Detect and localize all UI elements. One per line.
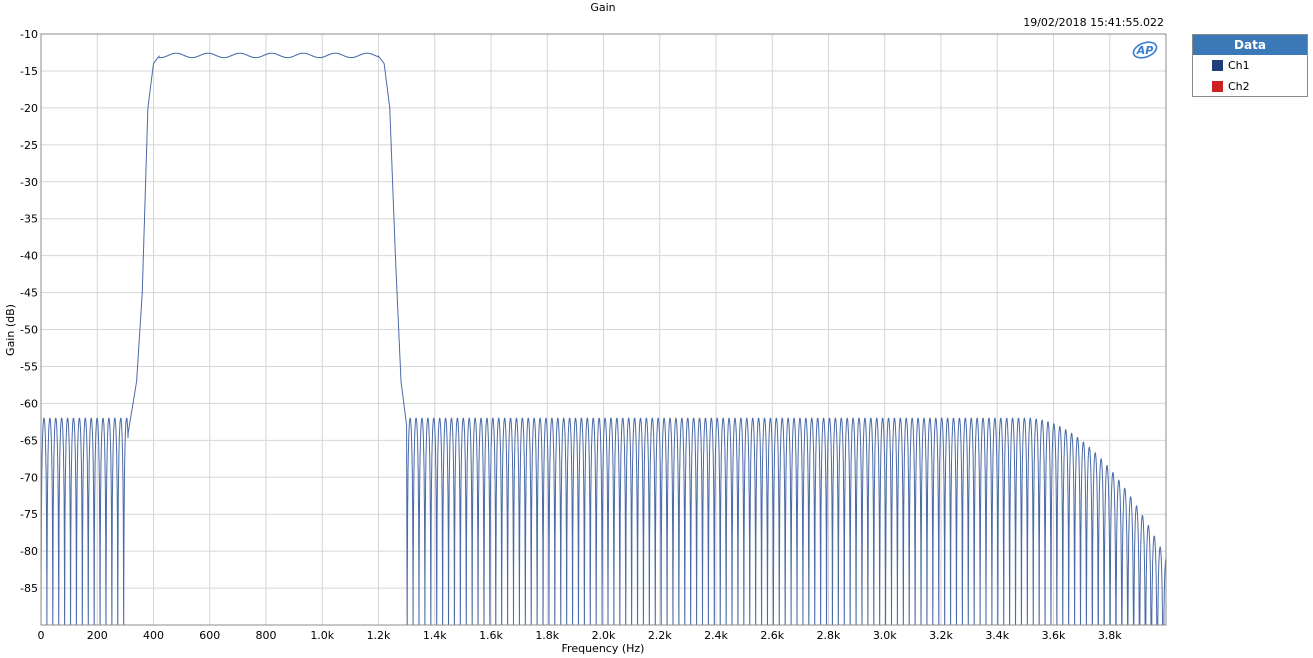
y-tick-label: -60: [20, 397, 38, 410]
y-tick-label: -35: [20, 213, 38, 226]
x-tick-label: 800: [256, 629, 277, 642]
x-tick-label: 0: [38, 629, 45, 642]
x-tick-label: 600: [199, 629, 220, 642]
x-tick-label: 400: [143, 629, 164, 642]
x-tick-label: 3.6k: [1042, 629, 1066, 642]
x-tick-label: 3.2k: [929, 629, 953, 642]
series-line-ch1: [41, 52, 1166, 625]
y-tick-label: -20: [20, 102, 38, 115]
legend-panel: Data Ch1 Ch2: [1192, 34, 1308, 97]
x-tick-label: 1.4k: [423, 629, 447, 642]
x-tick-label: 2.4k: [704, 629, 728, 642]
legend-label-ch1: Ch1: [1228, 59, 1250, 72]
y-tick-label: -45: [20, 287, 38, 300]
y-tick-label: -70: [20, 471, 38, 484]
y-axis-label: Gain (dB): [4, 304, 17, 356]
x-tick-label: 1.6k: [479, 629, 503, 642]
y-tick-labels: -10 -15 -20 -25 -30 -35 -40 -45 -50 -55 -60 -65 -70 -…: [20, 28, 38, 595]
y-tick-label: -50: [20, 324, 38, 337]
y-tick-label: -80: [20, 545, 38, 558]
logo-text: AP: [1136, 44, 1154, 57]
x-tick-label: 200: [87, 629, 108, 642]
x-tick-label: 1.8k: [535, 629, 559, 642]
x-tick-label: 1.2k: [367, 629, 391, 642]
timestamp: 19/02/2018 15:41:55.022: [1023, 16, 1164, 29]
legend-title: Data: [1193, 35, 1307, 55]
y-tick-label: -25: [20, 139, 38, 152]
audio-precision-logo-icon: AP: [1132, 41, 1158, 59]
x-tick-label: 2.0k: [592, 629, 616, 642]
y-tick-label: -30: [20, 176, 38, 189]
y-tick-label: -65: [20, 434, 38, 447]
x-tick-label: 3.8k: [1098, 629, 1122, 642]
plot-frame: [40, 33, 1167, 626]
x-tick-label: 3.0k: [873, 629, 897, 642]
legend-swatch-ch2: [1212, 81, 1223, 92]
x-tick-label: 2.8k: [817, 629, 841, 642]
plot-area: [41, 52, 1166, 625]
x-tick-label: 1.0k: [310, 629, 334, 642]
legend-item-ch1[interactable]: Ch1: [1193, 55, 1307, 76]
grid: [40, 33, 1166, 625]
x-tick-labels: 0 200 400 600 800 1.0k 1.2k 1.4k 1.6k 1.8k 2.0k 2.2…: [38, 629, 1123, 642]
x-tick-label: 2.2k: [648, 629, 672, 642]
chart-title: Gain: [590, 1, 615, 14]
y-tick-label: -10: [20, 28, 38, 41]
y-tick-label: -40: [20, 250, 38, 263]
legend-label-ch2: Ch2: [1228, 80, 1250, 93]
y-tick-label: -85: [20, 582, 38, 595]
y-tick-label: -15: [20, 65, 38, 78]
legend-swatch-ch1: [1212, 60, 1223, 71]
y-tick-label: -55: [20, 360, 38, 373]
x-tick-label: 2.6k: [760, 629, 784, 642]
legend-item-ch2[interactable]: Ch2: [1193, 76, 1307, 97]
y-tick-label: -75: [20, 508, 38, 521]
x-axis-label: Frequency (Hz): [562, 642, 645, 655]
x-tick-label: 3.4k: [985, 629, 1009, 642]
